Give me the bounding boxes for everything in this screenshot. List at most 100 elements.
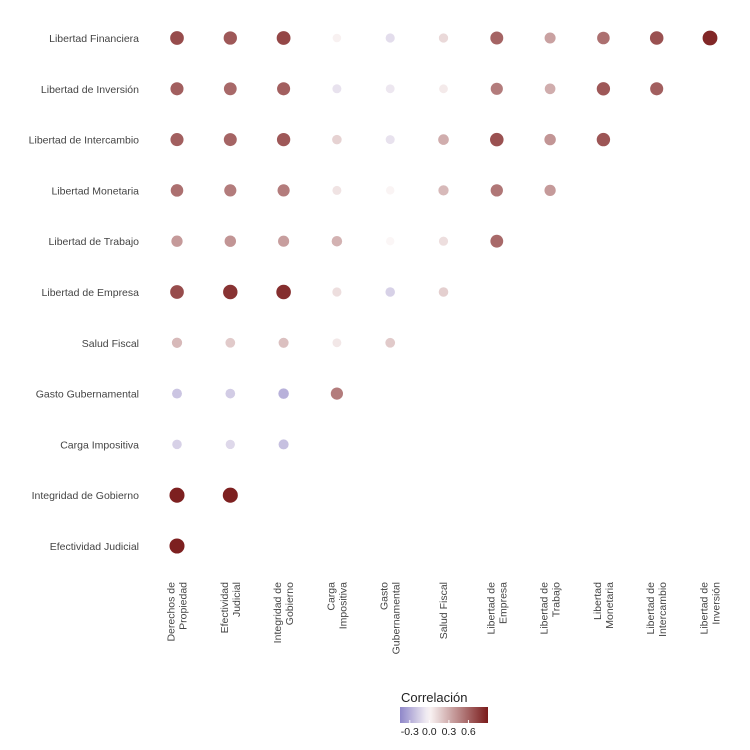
- point-libertad-de-trabajo-x-gasto-gubernamental: [386, 237, 395, 246]
- point-libertad-de-intercambio-x-salud-fiscal: [438, 134, 449, 145]
- point-libertad-monetaria-x-integridad-de-gobierno: [277, 184, 290, 197]
- point-gasto-gubernamental-x-integridad-de-gobierno: [278, 388, 289, 399]
- point-libertad-financiera-x-libertad-de-inversion: [702, 30, 718, 46]
- point-libertad-monetaria-x-derechos-de-propiedad: [170, 184, 184, 197]
- x-tick-label-libertad-monetaria: Libertad Monetaria: [592, 582, 616, 629]
- legend-tick-label: 0.3: [442, 726, 457, 738]
- point-libertad-de-empresa-x-derechos-de-propiedad: [170, 285, 184, 299]
- point-libertad-monetaria-x-gasto-gubernamental: [385, 186, 395, 195]
- x-tick-label-line: Propiedad: [178, 582, 190, 630]
- x-tick-label-line: Efectividad: [219, 582, 231, 634]
- point-carga-impositiva-x-derechos-de-propiedad: [172, 439, 182, 450]
- x-tick-label-integridad-de-gobierno: Integridad de Gobierno: [272, 582, 296, 643]
- y-tick-label-libertad-de-trabajo: Libertad de Trabajo: [49, 236, 140, 248]
- point-libertad-de-empresa-x-carga-impositiva: [332, 287, 342, 297]
- point-libertad-de-intercambio-x-libertad-de-empresa: [490, 132, 504, 147]
- x-tick-label-salud-fiscal: Salud Fiscal: [438, 582, 450, 639]
- y-axis: Libertad Financiera Libertad de Inversión…: [29, 33, 139, 553]
- x-tick-label-line: Gobierno: [284, 582, 296, 625]
- y-tick-label-libertad-de-intercambio: Libertad de Intercambio: [29, 135, 139, 147]
- point-salud-fiscal-x-derechos-de-propiedad: [171, 337, 183, 348]
- x-tick-label-line: Trabajo: [551, 582, 563, 617]
- y-tick-label-carga-impositiva: Carga Impositiva: [60, 439, 139, 451]
- x-tick-label-line: Integridad de: [272, 582, 284, 643]
- point-gasto-gubernamental-x-derechos-de-propiedad: [172, 388, 182, 399]
- x-tick-label-line: Libertad de: [539, 582, 551, 635]
- legend: Correlación -0.3 0.0 0.3 0.6: [400, 690, 488, 738]
- point-efectividad-judicial-x-derechos-de-propiedad: [169, 538, 185, 554]
- point-carga-impositiva-x-integridad-de-gobierno: [278, 439, 289, 450]
- point-libertad-financiera-x-integridad-de-gobierno: [276, 31, 291, 45]
- y-tick-label-integridad-de-gobierno: Integridad de Gobierno: [32, 490, 140, 502]
- point-libertad-de-inversion-x-libertad-de-intercambio: [650, 82, 664, 96]
- point-libertad-de-trabajo-x-libertad-de-empresa: [490, 234, 504, 248]
- point-libertad-de-empresa-x-salud-fiscal: [438, 287, 449, 297]
- point-libertad-de-intercambio-x-gasto-gubernamental: [385, 135, 395, 145]
- y-tick-label-libertad-de-inversion: Libertad de Inversión: [41, 84, 139, 96]
- point-libertad-de-inversion-x-libertad-de-trabajo: [544, 83, 556, 95]
- x-tick-label-line: Libertad de: [485, 582, 497, 635]
- point-libertad-financiera-x-derechos-de-propiedad: [170, 31, 184, 45]
- point-libertad-de-inversion-x-gasto-gubernamental: [385, 84, 395, 94]
- point-salud-fiscal-x-gasto-gubernamental: [385, 337, 396, 348]
- x-tick-label-line: Monetaria: [604, 582, 616, 629]
- point-libertad-de-empresa-x-gasto-gubernamental: [385, 287, 395, 297]
- point-libertad-de-inversion-x-libertad-monetaria: [596, 82, 611, 96]
- point-libertad-de-inversion-x-salud-fiscal: [439, 84, 448, 94]
- point-libertad-de-inversion-x-libertad-de-empresa: [490, 82, 503, 95]
- point-libertad-de-intercambio-x-libertad-monetaria: [596, 132, 611, 147]
- x-tick-label-libertad-de-trabajo: Libertad de Trabajo: [539, 582, 563, 635]
- y-tick-label-salud-fiscal: Salud Fiscal: [82, 338, 139, 350]
- x-tick-label-efectividad-judicial: Efectividad Judicial: [219, 582, 243, 634]
- point-libertad-de-empresa-x-integridad-de-gobierno: [276, 284, 291, 300]
- point-salud-fiscal-x-efectividad-judicial: [225, 337, 236, 348]
- point-libertad-de-trabajo-x-carga-impositiva: [331, 235, 343, 247]
- point-libertad-de-empresa-x-efectividad-judicial: [223, 284, 238, 300]
- point-libertad-de-trabajo-x-integridad-de-gobierno: [278, 235, 290, 247]
- point-libertad-financiera-x-libertad-de-intercambio: [649, 31, 664, 45]
- point-libertad-de-intercambio-x-integridad-de-gobierno: [276, 132, 291, 147]
- point-integridad-de-gobierno-x-efectividad-judicial: [222, 487, 238, 503]
- point-libertad-financiera-x-libertad-monetaria: [597, 31, 610, 45]
- x-tick-label-line: Libertad de: [699, 582, 711, 635]
- point-libertad-financiera-x-libertad-de-empresa: [490, 31, 504, 45]
- x-tick-label-line: Intercambio: [657, 582, 669, 637]
- x-tick-label-line: Impositiva: [337, 582, 349, 629]
- point-libertad-financiera-x-carga-impositiva: [332, 33, 342, 43]
- point-salud-fiscal-x-carga-impositiva: [332, 338, 342, 348]
- x-tick-label-line: Libertad: [592, 582, 604, 620]
- plot-area: [169, 30, 718, 554]
- point-libertad-de-trabajo-x-derechos-de-propiedad: [171, 235, 183, 247]
- point-salud-fiscal-x-integridad-de-gobierno: [278, 337, 289, 348]
- legend-tick-label: 0.0: [422, 726, 437, 738]
- point-libertad-financiera-x-salud-fiscal: [438, 33, 449, 43]
- x-tick-label-line: Inversión: [711, 582, 723, 625]
- point-libertad-de-inversion-x-derechos-de-propiedad: [170, 82, 184, 96]
- x-tick-label-libertad-de-empresa: Libertad de Empresa: [485, 582, 509, 635]
- point-libertad-de-trabajo-x-salud-fiscal: [438, 236, 449, 246]
- x-tick-label-line: Judicial: [231, 582, 243, 617]
- legend-tick-label: -0.3: [401, 726, 419, 738]
- legend-tick-label: 0.6: [461, 726, 476, 738]
- x-tick-label-line: Gubernamental: [391, 582, 403, 654]
- x-tick-label-gasto-gubernamental: Gasto Gubernamental: [379, 582, 403, 655]
- point-gasto-gubernamental-x-efectividad-judicial: [225, 388, 236, 399]
- point-libertad-monetaria-x-libertad-de-empresa: [490, 184, 503, 197]
- legend-colorbar: [400, 707, 488, 723]
- point-libertad-de-inversion-x-efectividad-judicial: [223, 82, 237, 96]
- point-libertad-de-inversion-x-carga-impositiva: [332, 84, 342, 94]
- point-libertad-de-trabajo-x-efectividad-judicial: [224, 235, 237, 247]
- point-libertad-financiera-x-gasto-gubernamental: [385, 33, 395, 43]
- y-tick-label-efectividad-judicial: Efectividad Judicial: [50, 541, 139, 553]
- point-libertad-monetaria-x-libertad-de-trabajo: [544, 184, 556, 197]
- point-libertad-monetaria-x-salud-fiscal: [438, 185, 449, 196]
- x-tick-label-libertad-de-intercambio: Libertad de Intercambio: [645, 582, 669, 637]
- x-tick-label-libertad-de-inversion: Libertad de Inversión: [699, 582, 723, 635]
- legend-title: Correlación: [401, 690, 467, 705]
- point-libertad-financiera-x-libertad-de-trabajo: [544, 32, 556, 44]
- point-gasto-gubernamental-x-carga-impositiva: [330, 387, 343, 400]
- point-libertad-de-inversion-x-integridad-de-gobierno: [277, 82, 291, 96]
- x-tick-label-line: Carga: [325, 582, 337, 611]
- x-tick-label-carga-impositiva: Carga Impositiva: [325, 582, 349, 629]
